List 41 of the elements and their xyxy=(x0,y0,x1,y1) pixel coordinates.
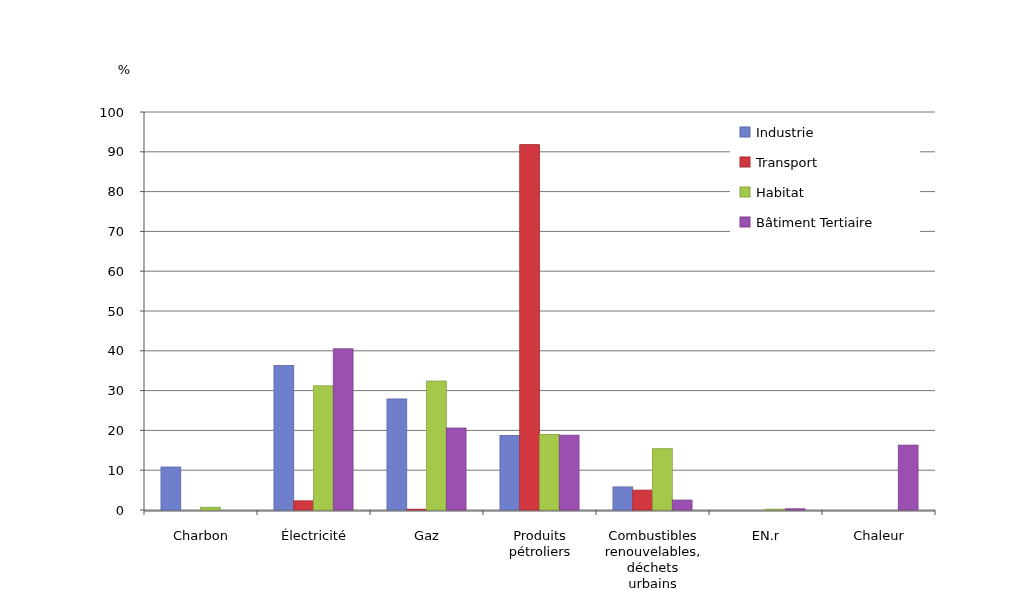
bar xyxy=(386,398,408,511)
y-tick-label: 10 xyxy=(107,462,124,478)
bar xyxy=(332,348,354,511)
bar xyxy=(652,448,673,511)
bar xyxy=(293,500,314,511)
bar xyxy=(519,144,540,511)
bar xyxy=(671,499,693,511)
y-tick-label: 20 xyxy=(107,422,124,438)
x-tick-label: Produits pétroliers xyxy=(508,528,571,559)
bar xyxy=(539,433,560,511)
y-tick-label: 70 xyxy=(107,223,124,239)
bar xyxy=(426,380,447,511)
x-tick-label: Chaleur xyxy=(853,528,905,543)
bar xyxy=(632,489,653,511)
x-tick-label: EN.r xyxy=(751,528,780,543)
y-tick-label: 90 xyxy=(107,144,124,160)
y-tick-label: 50 xyxy=(107,303,124,319)
y-tick-label: 60 xyxy=(107,263,124,279)
bar xyxy=(897,444,919,511)
x-tick-label: Combustibles renouvelables, déchets urbains xyxy=(604,528,701,591)
y-tick-label: 80 xyxy=(107,184,124,200)
bar xyxy=(200,506,221,511)
legend-label: Industrie xyxy=(756,124,814,140)
bar xyxy=(313,385,334,511)
y-tick-label: 30 xyxy=(107,383,124,399)
bar xyxy=(160,466,182,511)
y-axis-title: % xyxy=(117,62,131,77)
legend-label: Habitat xyxy=(756,184,804,200)
legend-label: Transport xyxy=(755,154,818,170)
bar xyxy=(558,434,580,511)
bar xyxy=(445,427,467,511)
bar xyxy=(612,486,634,511)
bar xyxy=(273,365,295,511)
x-tick-label: Charbon xyxy=(172,528,229,543)
y-tick-label: 40 xyxy=(107,343,124,359)
y-tick-label: 100 xyxy=(99,104,124,120)
legend-label: Bâtiment Tertiaire xyxy=(756,214,873,230)
x-tick-label: Gaz xyxy=(414,528,440,543)
x-tick-label: Électricité xyxy=(281,528,346,543)
y-tick-label: 0 xyxy=(115,502,124,518)
bar xyxy=(499,435,521,511)
